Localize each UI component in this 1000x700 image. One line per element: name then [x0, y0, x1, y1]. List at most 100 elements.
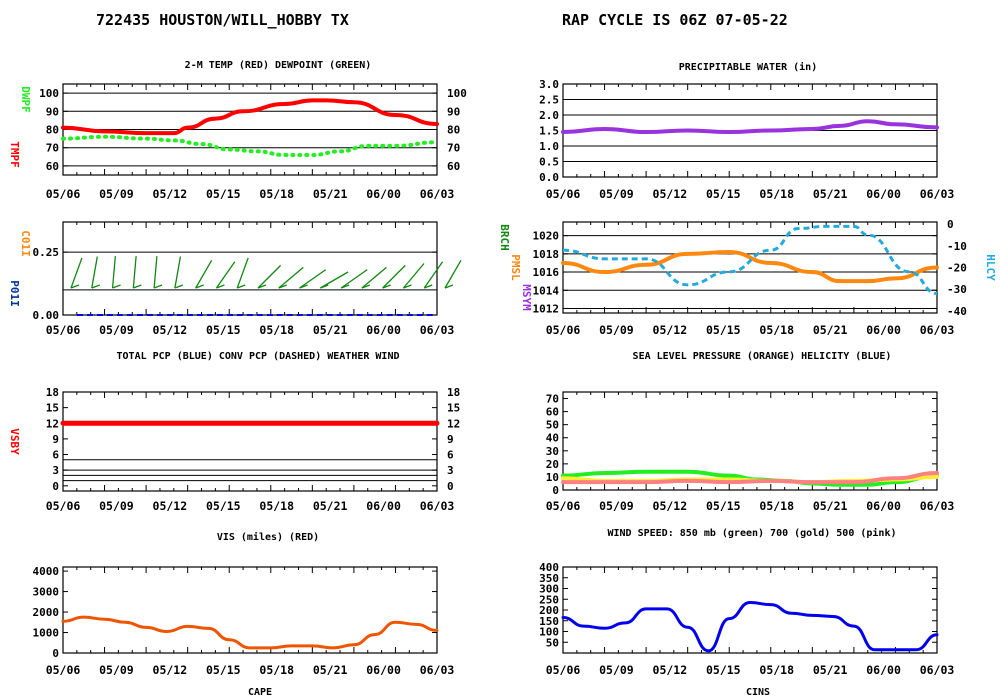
- chart-pcp: TOTAL PCP (BLUE) CONV PCP (DASHED) WEATH…: [8, 221, 462, 362]
- wind-barb: [174, 256, 182, 289]
- x-tick-label: 05/12: [153, 323, 188, 337]
- y-tick-label-right: 100: [447, 87, 467, 100]
- y-tick-label: 1.5: [539, 125, 559, 138]
- y-tick-label: 1016: [533, 266, 560, 279]
- series-line-2: [561, 471, 939, 485]
- y-tick-label: 60: [46, 160, 59, 173]
- x-tick-label: 06/03: [420, 323, 455, 337]
- y-tick-label: 200: [539, 604, 559, 617]
- x-tick-label: 06/03: [920, 663, 955, 677]
- y-tick-label: 2.0: [539, 109, 559, 122]
- wind-barb-flag: [153, 284, 163, 289]
- x-tick-label: 05/06: [546, 499, 581, 513]
- x-tick-label: 06/03: [420, 663, 455, 677]
- axis-label: C01I: [19, 230, 32, 257]
- y-tick-label-right: 0: [447, 480, 454, 493]
- axis-label: PMSL: [509, 254, 522, 281]
- y-tick-label-right: 90: [447, 105, 460, 118]
- x-tick-label: 05/06: [546, 323, 581, 337]
- wind-barb: [195, 259, 213, 289]
- x-tick-label: 06/00: [866, 323, 901, 337]
- x-tick-label: 05/21: [813, 323, 848, 337]
- y-tick-label-right: 80: [447, 124, 460, 137]
- x-tick-label: 05/06: [546, 663, 581, 677]
- x-tick-label: 05/15: [706, 323, 741, 337]
- y-tick-label: 80: [46, 124, 59, 137]
- wind-barb: [320, 271, 349, 289]
- x-tick-label: 05/18: [259, 187, 294, 201]
- series-line-0: [61, 98, 439, 136]
- x-tick-label: 06/03: [920, 499, 955, 513]
- series-line-1: [61, 134, 439, 157]
- y-tick-label-right: -40: [947, 305, 967, 318]
- chart-temp: 2-M TEMP (RED) DEWPOINT (GREEN) 05/06 05/0…: [8, 60, 467, 201]
- charts-group: 2-M TEMP (RED) DEWPOINT (GREEN) 05/06 05/0…: [8, 60, 997, 698]
- x-tick-label: 05/15: [206, 323, 241, 337]
- x-tick-label: 05/18: [259, 499, 294, 513]
- x-tick-label: 05/21: [313, 187, 348, 201]
- axis-label: VSBY: [8, 428, 21, 455]
- plot-frame: [562, 391, 938, 491]
- y-tick-label: 3000: [33, 586, 60, 599]
- chart-title: WIND SPEED: 850 mb (green) 700 (gold) 50…: [608, 527, 897, 539]
- y-tick-label: 100: [39, 87, 59, 100]
- wind-barb-flag: [444, 284, 454, 289]
- y-tick-label: 50: [546, 419, 559, 432]
- y-tick-label: 1000: [33, 627, 60, 640]
- y-tick-label: 15: [46, 402, 59, 415]
- wind-barb: [70, 257, 83, 289]
- wind-barb: [382, 264, 406, 289]
- x-tick-label: 06/00: [366, 323, 401, 337]
- wind-barb-flag: [299, 284, 308, 289]
- y-tick-label: 0.25: [33, 246, 60, 259]
- wind-barb: [402, 263, 425, 289]
- chart-cape: CAPE 05/06 05/09 05/12 05/15 05/18 05/21 06/00 0…: [33, 565, 455, 698]
- wind-barb-flag: [320, 284, 329, 289]
- wind-barb-flag: [216, 284, 225, 289]
- wind-barb-flag: [423, 284, 433, 289]
- y-tick-label: 3.0: [539, 78, 559, 91]
- x-tick-label: 05/18: [259, 663, 294, 677]
- wind-barb: [444, 259, 462, 289]
- chart-vsby: VIS (miles) (RED) 05/06 05/09 05/12 05/15 05/…: [8, 386, 460, 543]
- x-tick-label: 05/12: [653, 499, 688, 513]
- x-tick-label: 05/09: [99, 663, 134, 677]
- chart-title: PRECIPITABLE WATER (in): [679, 61, 817, 73]
- chart-wind: WIND SPEED: 850 mb (green) 700 (gold) 50…: [546, 391, 955, 539]
- axis-label: DWPF: [19, 86, 32, 113]
- y-tick-label: 0: [52, 647, 59, 660]
- axis-label: P01I: [8, 280, 21, 307]
- y-tick-label: 100: [539, 626, 559, 639]
- x-tick-label: 06/03: [920, 323, 955, 337]
- plot-frame: [62, 221, 438, 316]
- y-tick-label: 2000: [33, 606, 60, 619]
- wind-barb: [278, 266, 304, 289]
- wind-barb-flag: [195, 284, 204, 289]
- y-tick-label: 3: [52, 464, 59, 477]
- y-tick-label: 400: [539, 561, 559, 574]
- y-tick-label: 70: [546, 393, 559, 406]
- cycle-title: RAP CYCLE IS 06Z 07-05-22: [562, 11, 788, 29]
- chart-title: VIS (miles) (RED): [217, 531, 319, 543]
- wind-barb-flag: [361, 284, 371, 289]
- x-tick-label: 05/09: [99, 187, 134, 201]
- chart-title: TOTAL PCP (BLUE) CONV PCP (DASHED) WEATH…: [117, 351, 400, 362]
- x-tick-label: 06/03: [420, 187, 455, 201]
- y-tick-label: 300: [539, 583, 559, 596]
- x-tick-label: 05/21: [813, 663, 848, 677]
- x-tick-label: 05/15: [706, 663, 741, 677]
- x-tick-label: 06/00: [866, 499, 901, 513]
- wind-barb-flag: [236, 284, 246, 289]
- y-tick-label-right: 0: [947, 218, 954, 231]
- x-tick-label: 05/06: [46, 323, 81, 337]
- x-tick-label: 05/15: [706, 499, 741, 513]
- y-tick-label: 0.5: [539, 156, 559, 169]
- x-tick-label: 05/18: [759, 187, 794, 201]
- y-tick-label: 1.0: [539, 140, 559, 153]
- x-tick-label: 06/03: [420, 499, 455, 513]
- station-title: 722435 HOUSTON/WILL_HOBBY TX: [96, 11, 349, 29]
- wind-barb: [423, 261, 444, 289]
- y-tick-label: 150: [539, 615, 559, 628]
- x-tick-label: 05/06: [46, 663, 81, 677]
